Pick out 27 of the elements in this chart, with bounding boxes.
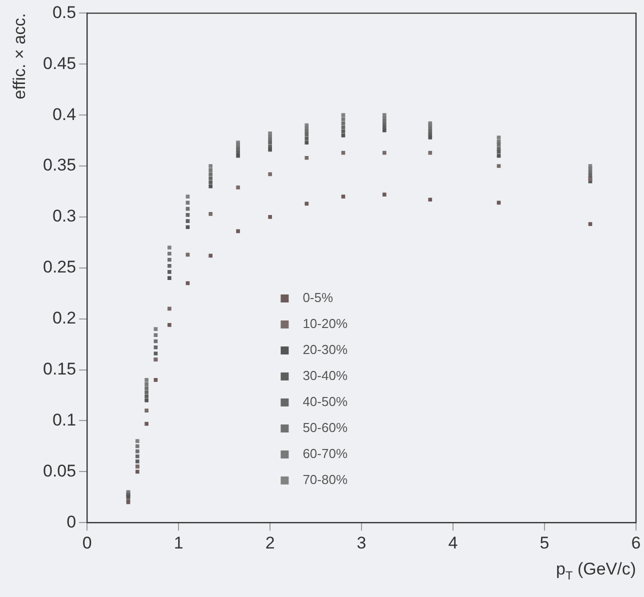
legend-label: 10-20% [302, 316, 348, 332]
y-tick-label: 0.45 [42, 54, 76, 73]
x-tick-label: 2 [265, 533, 275, 552]
y-axis-title: effic. × acc. [10, 13, 30, 100]
legend-label: 40-50% [302, 394, 348, 410]
y-tick-label: 0.05 [42, 461, 76, 480]
x-tick-label: 0 [82, 533, 92, 552]
y-tick-label: 0.5 [52, 2, 76, 22]
x-tick-label: 3 [356, 533, 366, 552]
y-tick-label: 0.4 [52, 104, 76, 124]
x-tick-label: 1 [174, 533, 184, 552]
legend-label: 20-30% [302, 342, 348, 358]
y-tick-label: 0.2 [52, 308, 76, 328]
legend-label: 0-5% [302, 290, 334, 306]
legend-label: 30-40% [302, 368, 348, 384]
x-tick-label: 5 [540, 533, 550, 552]
y-tick-label: 0.3 [52, 206, 76, 226]
x-tick-label: 4 [448, 533, 458, 552]
y-tick-label: 0.1 [52, 410, 76, 430]
legend-label: 60-70% [302, 446, 348, 462]
y-tick-label: 0.35 [42, 156, 76, 175]
legend-label: 50-60% [302, 420, 348, 436]
y-tick-label: 0.15 [42, 359, 76, 378]
legend-label: 70-80% [302, 472, 348, 488]
x-tick-label: 6 [631, 533, 641, 552]
y-tick-label: 0 [66, 512, 76, 532]
y-tick-label: 0.25 [42, 258, 76, 277]
